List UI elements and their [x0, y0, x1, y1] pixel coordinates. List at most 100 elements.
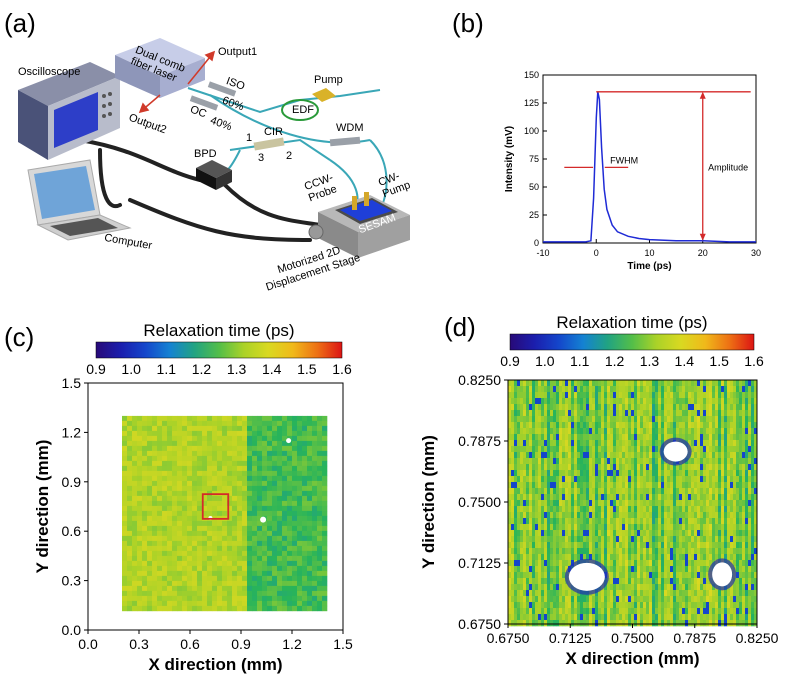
x-tick-label: -10: [536, 248, 549, 258]
fwhm-label: FWHM: [610, 155, 638, 165]
label-port1: 1: [246, 132, 253, 144]
edf-coil: [281, 99, 319, 121]
motorized-stage: [308, 192, 410, 258]
cable-bpd-stage: [223, 183, 322, 227]
defect-spot: [663, 441, 688, 462]
x-axis-label: Time (ps): [627, 261, 671, 272]
fiber-lines: [187, 87, 388, 211]
x-tick-label: 0.7500: [611, 630, 654, 646]
y-axis-label: Y direction (mm): [419, 435, 438, 569]
defect-spot: [286, 438, 292, 444]
x-tick-label: 0.3: [129, 636, 149, 652]
label-cir: CIR: [264, 126, 283, 138]
defect-spot: [568, 562, 605, 591]
colorbar-tick-label: 1.4: [262, 361, 282, 377]
cir-component: [253, 137, 285, 151]
y-tick-label: 150: [524, 70, 539, 80]
y-tick-label: 75: [529, 154, 539, 164]
colorbar-tick-label: 0.9: [500, 353, 520, 369]
x-tick-label: 0.7875: [673, 630, 716, 646]
x-tick-label: 1.2: [282, 636, 302, 652]
y-tick-label: 0: [534, 238, 539, 248]
oscilloscope: [18, 62, 120, 160]
colorbar-tick-label: 1.6: [332, 361, 352, 377]
label-wdm: WDM: [336, 122, 364, 134]
y-axis-label: Y direction (mm): [33, 440, 52, 574]
pump-module: [312, 88, 336, 102]
laptop: [27, 159, 132, 241]
x-tick-label: 20: [698, 248, 708, 258]
y-tick-label: 50: [529, 182, 539, 192]
x-tick-label: 0.7125: [549, 630, 592, 646]
cable-scope-bpd: [78, 138, 202, 182]
colorbar-tick-label: 1.6: [744, 353, 764, 369]
label-port3: 3: [258, 152, 265, 164]
colorbar: [509, 333, 755, 351]
colorbar-tick-label: 1.1: [570, 353, 590, 369]
cable-computer-stage: [128, 198, 312, 242]
panel-a-letter: (a): [4, 8, 36, 38]
plot-frame: [87, 382, 344, 631]
relaxation-map-zoom: Relaxation time (ps) 0.9 1.0 1.1 1.2 1.3 1.4 1.…: [419, 313, 779, 668]
x-tick-label: 0.6750: [487, 630, 530, 646]
setup-diagram: [18, 38, 410, 258]
colorbar-tick-label: 1.3: [227, 361, 247, 377]
plot-frame: [542, 74, 757, 244]
fiber-cir: [229, 138, 331, 161]
colorbar-tick-label: 1.0: [121, 361, 141, 377]
colorbar-tick-label: 1.2: [605, 353, 625, 369]
x-tick-label: 0.8250: [736, 630, 779, 646]
defect-spot: [712, 562, 733, 587]
y-tick-label: 100: [524, 126, 539, 136]
colorbar-tick-label: 1.2: [192, 361, 212, 377]
y-tick-label: 0.6: [62, 523, 82, 539]
x-tick-label: 0: [594, 248, 599, 258]
y-tick-label: 0.7500: [458, 494, 501, 510]
x-tick-label: 1.5: [333, 636, 353, 652]
wdm-component: [329, 136, 361, 147]
defect-spot: [260, 516, 267, 523]
colorbar-tick-label: 1.4: [675, 353, 695, 369]
panel-d-letter: (d): [444, 312, 476, 342]
zoom-highlight-box: [201, 493, 230, 520]
x-tick-label: 0.0: [78, 636, 98, 652]
heatmap-cells: [508, 380, 758, 627]
pulse-series-line: [543, 91, 756, 243]
y-tick-label: 0.0: [62, 622, 82, 638]
label-bpd: BPD: [194, 148, 217, 160]
y-axis-label: Intensity (mV): [504, 126, 515, 192]
x-axis-label: X direction (mm): [148, 655, 282, 674]
colorbar-tick-label: 1.3: [640, 353, 660, 369]
panel-b-letter: (b): [452, 8, 484, 38]
label-port2: 2: [286, 150, 293, 162]
x-tick-label: 10: [644, 248, 654, 258]
colorbar-title: Relaxation time (ps): [143, 321, 294, 340]
x-tick-label: 0.9: [231, 636, 251, 652]
y-tick-label: 25: [529, 210, 539, 220]
iso-component: [207, 81, 237, 97]
relaxation-map-full: Relaxation time (ps) 0.9 1.0 1.1 1.2 1.3 1.4 1.…: [33, 321, 353, 674]
y-tick-label: 1.2: [62, 424, 82, 440]
heatmap-cells: [122, 415, 328, 612]
label-edf: EDF: [292, 104, 314, 116]
y-tick-label: 125: [524, 98, 539, 108]
cables: [78, 138, 322, 242]
panel-c-letter: (c): [4, 322, 35, 352]
x-axis-label: X direction (mm): [565, 649, 699, 668]
y-tick-label: 0.7875: [458, 433, 501, 449]
label-oscilloscope: Oscilloscope: [18, 66, 81, 78]
y-tick-label: 0.8250: [458, 372, 501, 388]
oc-component: [189, 95, 219, 111]
fiber-laser-box: [115, 38, 205, 98]
colorbar-tick-label: 0.9: [86, 361, 106, 377]
y-tick-label: 0.6750: [458, 616, 501, 632]
y-tick-label: 0.3: [62, 573, 82, 589]
x-tick-label: 0.6: [180, 636, 200, 652]
cable-scope-computer: [98, 148, 122, 209]
colorbar-tick-label: 1.0: [535, 353, 555, 369]
x-tick-label: 30: [751, 248, 761, 258]
amplitude-label: Amplitude: [708, 162, 748, 172]
bpd-box: [196, 160, 232, 190]
colorbar-tick-label: 1.5: [709, 353, 729, 369]
